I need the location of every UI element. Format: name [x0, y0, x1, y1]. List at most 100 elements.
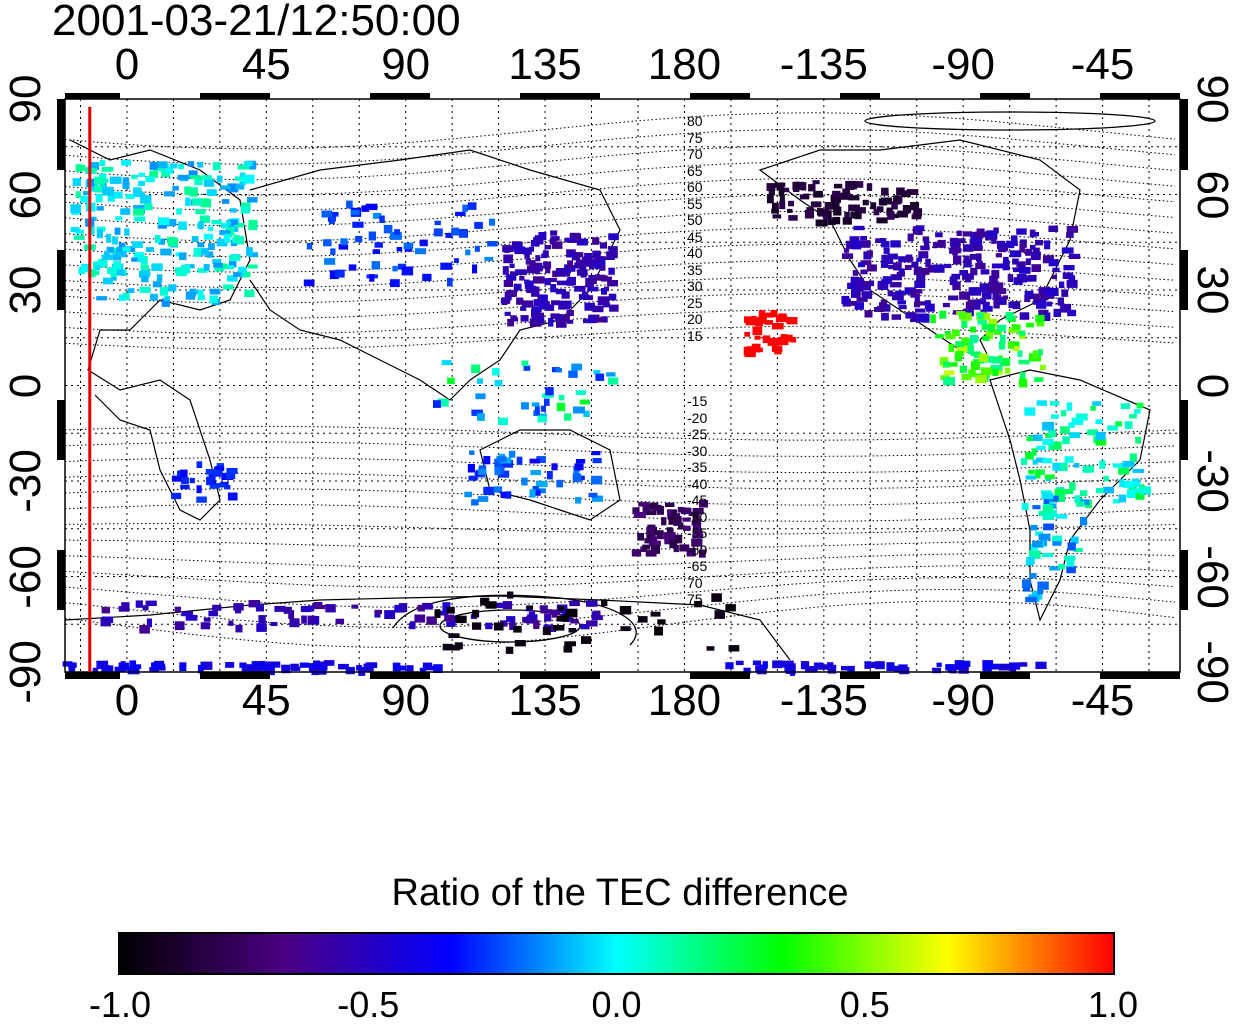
tec-ratio-cell — [595, 274, 601, 281]
tec-ratio-cell — [216, 238, 228, 247]
tec-ratio-cell — [289, 618, 300, 628]
tec-ratio-cell — [944, 331, 951, 336]
tec-ratio-cell — [548, 317, 554, 327]
tec-ratio-cell — [1066, 232, 1074, 238]
tec-ratio-cell — [535, 480, 548, 488]
tec-ratio-cell — [477, 468, 487, 476]
tec-ratio-cell — [1135, 436, 1141, 444]
tec-ratio-cell — [1107, 425, 1118, 431]
tec-ratio-cell — [686, 547, 696, 557]
tec-ratio-cell — [637, 533, 645, 541]
tec-ratio-cell — [990, 365, 1003, 371]
tec-ratio-cell — [581, 256, 591, 261]
tec-ratio-cell — [1009, 341, 1020, 349]
tec-ratio-cell — [1018, 359, 1030, 365]
tec-ratio-cell — [1087, 429, 1098, 436]
tec-ratio-cell — [537, 415, 547, 423]
tec-ratio-cell — [1058, 281, 1065, 288]
contour-label: 55 — [687, 195, 703, 212]
tec-ratio-cell — [180, 484, 190, 490]
tec-ratio-cell — [1048, 225, 1059, 232]
tec-ratio-cell — [804, 209, 814, 219]
contour-label: -35 — [687, 459, 708, 475]
tec-ratio-cell — [372, 249, 380, 254]
tec-ratio-cell — [681, 508, 692, 515]
contour-line — [64, 600, 1176, 648]
tec-ratio-cell — [197, 242, 205, 248]
tec-ratio-cell — [579, 399, 588, 405]
tec-ratio-cell — [106, 246, 114, 253]
tec-ratio-cell — [521, 477, 528, 486]
tec-ratio-cell — [959, 291, 971, 300]
tec-ratio-cell — [588, 274, 597, 282]
tec-ratio-cell — [106, 233, 112, 243]
tec-ratio-cell — [96, 660, 109, 670]
tec-ratio-cell — [158, 238, 165, 245]
tec-ratio-cell — [109, 176, 122, 184]
tec-ratio-cell — [494, 467, 501, 476]
tec-ratio-cell — [568, 628, 577, 633]
tec-ratio-cell — [1044, 509, 1056, 517]
tec-ratio-cell — [841, 295, 850, 305]
tec-ratio-cell — [1018, 330, 1026, 336]
tec-ratio-cell — [1069, 482, 1076, 491]
tec-ratio-cell — [87, 269, 96, 278]
tec-ratio-cell — [379, 215, 385, 223]
tec-ratio-cell — [220, 223, 228, 229]
tec-ratio-cell — [330, 248, 336, 255]
tec-ratio-cell — [868, 280, 875, 287]
tec-ratio-cell — [534, 286, 540, 295]
tec-ratio-cell — [523, 247, 532, 255]
tec-ratio-cell — [516, 456, 523, 465]
tec-ratio-cell — [192, 198, 203, 205]
tec-ratio-cell — [1016, 261, 1026, 268]
tec-ratio-cell — [958, 311, 967, 319]
tec-ratio-cell — [991, 356, 1003, 364]
tec-ratio-cell — [1082, 465, 1095, 473]
tec-ratio-cell — [102, 186, 114, 196]
tec-ratio-cell — [890, 274, 903, 281]
tec-ratio-cell — [1136, 402, 1144, 409]
tec-ratio-cell — [962, 231, 973, 237]
tec-ratio-cell — [1016, 274, 1027, 283]
tec-ratio-cell — [219, 230, 231, 236]
tec-ratio-cell — [459, 229, 468, 238]
tec-ratio-cell — [584, 302, 595, 311]
tec-ratio-cell — [1044, 240, 1051, 250]
tec-ratio-cell — [692, 513, 699, 523]
tec-ratio-cell — [355, 235, 363, 243]
tec-ratio-cell — [455, 615, 467, 624]
tec-ratio-cell — [203, 617, 211, 622]
tec-ratio-cell — [241, 664, 254, 673]
tec-ratio-cell — [1041, 553, 1054, 558]
tec-ratio-cell — [594, 264, 601, 270]
tec-ratio-cell — [455, 211, 466, 216]
contour-line — [64, 503, 1176, 522]
colorbar-tick-label: 1.0 — [1087, 984, 1139, 1025]
tec-ratio-cell — [856, 277, 864, 287]
tec-ratio-cell — [975, 263, 986, 270]
tec-ratio-cell — [1035, 239, 1043, 246]
tec-ratio-cell — [1036, 445, 1046, 451]
tec-ratio-cell — [500, 491, 506, 499]
tec-ratio-cell — [540, 609, 553, 614]
tec-ratio-cell — [190, 189, 198, 197]
tec-ratio-cell — [991, 263, 1004, 269]
longitude-tick-label: -135 — [779, 40, 868, 89]
tec-ratio-cell — [1019, 239, 1027, 248]
tec-ratio-cell — [301, 615, 307, 624]
tec-ratio-cell — [850, 212, 861, 219]
tec-ratio-cell — [945, 334, 956, 340]
tec-ratio-cell — [914, 280, 926, 289]
tec-ratio-cell — [671, 510, 678, 516]
tec-ratio-cell — [1060, 410, 1067, 417]
contour-line — [64, 522, 1176, 535]
map-border — [64, 98, 1181, 673]
tec-ratio-cell — [1043, 495, 1050, 504]
tec-ratio-cell — [591, 495, 604, 502]
coastline — [758, 139, 1081, 362]
tec-ratio-cell — [1066, 279, 1078, 288]
contour-ellipse-north — [864, 111, 1156, 131]
tec-ratio-cell — [523, 365, 531, 371]
tec-ratio-cell — [225, 472, 236, 480]
